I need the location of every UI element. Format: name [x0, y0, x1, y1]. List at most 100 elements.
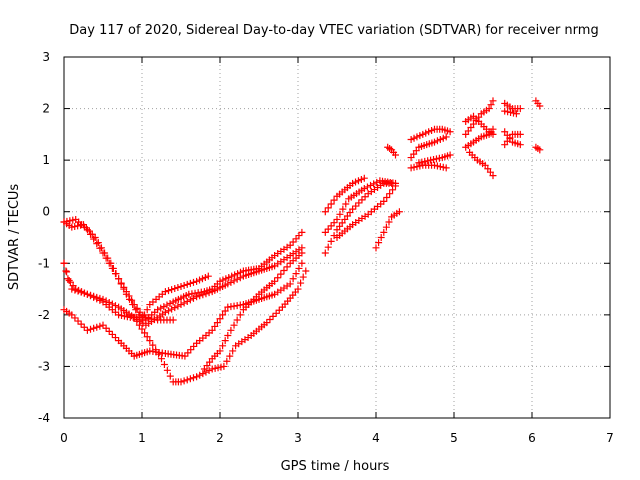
data-point-marker: [380, 197, 388, 205]
data-point-marker: [220, 362, 228, 370]
data-point-marker: [186, 375, 194, 383]
data-point-marker: [370, 180, 378, 188]
data-point-marker: [199, 291, 207, 299]
data-point-marker: [96, 322, 104, 330]
data-point-marker: [219, 311, 227, 319]
series-track-x: [501, 130, 524, 149]
data-point-marker: [158, 355, 165, 363]
data-point-marker: [165, 307, 173, 315]
data-point-marker: [104, 254, 112, 262]
data-point-marker: [91, 234, 99, 241]
data-point-marker: [373, 178, 381, 186]
y-tick-label: -4: [38, 411, 50, 425]
y-axis-label: SDTVAR / TECUs: [7, 184, 22, 291]
data-point-marker: [333, 215, 341, 223]
data-point-marker: [171, 285, 179, 293]
series-track-e: [60, 259, 306, 360]
data-point-marker: [186, 296, 194, 304]
data-point-marker: [163, 366, 171, 374]
y-tick-label: -3: [38, 359, 50, 373]
data-point-marker: [180, 299, 188, 307]
data-point-marker: [236, 311, 244, 319]
y-tick-label: 0: [42, 205, 50, 219]
data-point-marker: [299, 273, 307, 281]
data-point-marker: [161, 308, 169, 316]
x-tick-labels: 0 1 2 3 4 5 6 7: [60, 431, 614, 445]
data-point-marker: [233, 275, 241, 283]
data-point-marker: [138, 325, 146, 333]
data-point-marker: [196, 371, 204, 379]
data-point-marker: [168, 286, 176, 294]
data-point-marker: [196, 292, 204, 300]
data-point-marker: [87, 325, 95, 333]
x-tick-label: 7: [606, 431, 614, 445]
plot-frame: [63, 56, 611, 419]
y-tick-labels: -4 -3 -2 -1 0 1 2 3: [38, 50, 50, 425]
data-point-marker: [204, 272, 212, 280]
data-point-marker: [536, 102, 544, 110]
data-point-marker: [269, 312, 277, 320]
x-tick-label: 5: [450, 431, 458, 445]
data-point-marker: [224, 280, 232, 288]
data-point-marker: [536, 146, 544, 154]
data-point-marker: [193, 293, 201, 301]
data-point-marker: [302, 267, 310, 275]
data-point-marker: [169, 316, 177, 324]
series-track-g: [200, 249, 306, 373]
data-point-marker: [227, 278, 235, 286]
data-point-marker: [363, 183, 371, 191]
data-point-marker: [160, 360, 168, 368]
series-track-n: [407, 125, 454, 144]
data-point-marker: [372, 244, 380, 252]
data-point-marker: [189, 278, 197, 286]
data-point-marker: [516, 130, 524, 138]
x-tick-label: 2: [216, 431, 224, 445]
data-point-marker: [263, 319, 271, 327]
data-point-marker: [177, 282, 185, 290]
data-point-marker: [71, 314, 79, 322]
data-point-marker: [90, 324, 98, 332]
data-point-marker: [132, 306, 140, 314]
data-point-marker: [193, 373, 201, 381]
data-point-marker: [133, 317, 141, 325]
data-point-marker: [93, 295, 101, 303]
series-track-y: [501, 107, 520, 118]
data-point-marker: [355, 199, 363, 207]
series-track-u: [466, 148, 497, 180]
data-point-marker: [219, 342, 227, 350]
data-point-marker: [385, 218, 393, 226]
data-point-marker: [223, 357, 231, 365]
data-point-marker: [382, 223, 390, 231]
y-tick-label: -2: [38, 308, 50, 322]
data-point-marker: [101, 249, 109, 257]
data-point-marker: [180, 377, 188, 385]
data-point-marker: [321, 208, 329, 216]
series-track-f: [130, 267, 310, 386]
data-point-marker: [177, 301, 185, 309]
data-point-marker: [143, 306, 151, 314]
series-track-z2: [532, 143, 544, 154]
data-point-marker: [227, 326, 235, 334]
data-point-marker: [83, 326, 91, 334]
y-tick-label: 2: [42, 102, 50, 116]
data-point-marker: [208, 326, 216, 334]
data-point-marker: [226, 352, 234, 360]
data-point-marker: [292, 270, 300, 278]
series-track-b: [60, 218, 212, 324]
data-point-marker: [160, 303, 168, 311]
data-point-marker: [174, 284, 182, 292]
data-point-marker: [367, 181, 375, 189]
grid: [64, 57, 610, 418]
data-point-marker: [512, 110, 520, 118]
data-point-marker: [183, 297, 191, 305]
data-point-marker: [130, 313, 138, 321]
data-point-marker: [202, 290, 210, 298]
data-point-marker: [77, 320, 85, 328]
x-tick-label: 4: [372, 431, 380, 445]
data-point-marker: [342, 200, 350, 208]
data-point-marker: [395, 208, 403, 216]
data-point-marker: [166, 300, 174, 308]
data-point-marker: [213, 319, 221, 327]
data-point-marker: [211, 322, 219, 330]
